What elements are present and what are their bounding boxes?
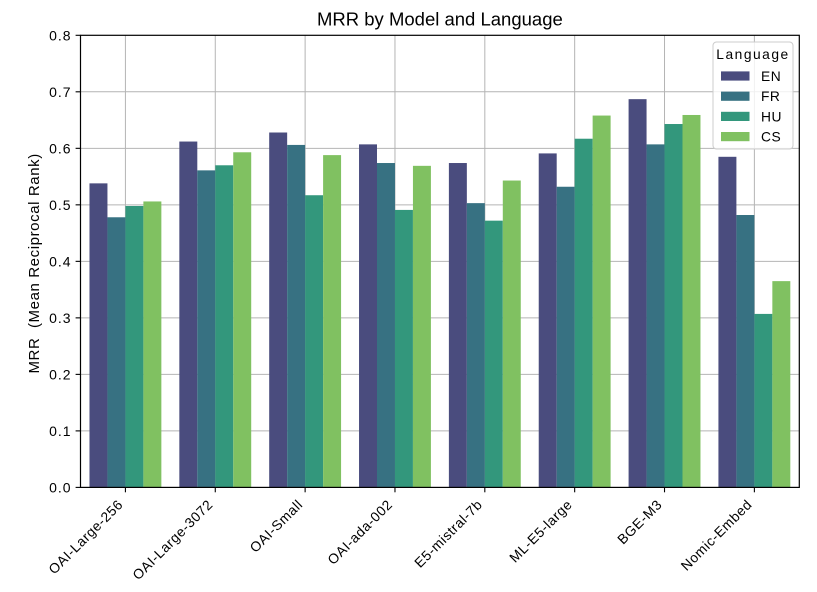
svg-text:0.4: 0.4 (49, 253, 71, 269)
svg-text:Language: Language (716, 47, 789, 62)
svg-text:CS: CS (761, 130, 781, 145)
svg-text:FR: FR (761, 89, 780, 104)
svg-text:0.2: 0.2 (49, 366, 71, 382)
svg-text:0.8: 0.8 (49, 27, 71, 43)
svg-text:0.5: 0.5 (49, 197, 71, 213)
svg-text:0.6: 0.6 (49, 140, 71, 156)
svg-text:MRR (Mean Reciprocal Rank): MRR (Mean Reciprocal Rank) (26, 153, 43, 373)
svg-text:0.0: 0.0 (49, 479, 71, 495)
svg-text:0.3: 0.3 (49, 310, 71, 326)
svg-text:0.1: 0.1 (49, 423, 71, 439)
svg-text:HU: HU (761, 109, 782, 124)
svg-text:EN: EN (761, 69, 781, 84)
svg-text:MRR by Model and Language: MRR by Model and Language (317, 9, 563, 30)
svg-text:0.7: 0.7 (49, 84, 71, 100)
